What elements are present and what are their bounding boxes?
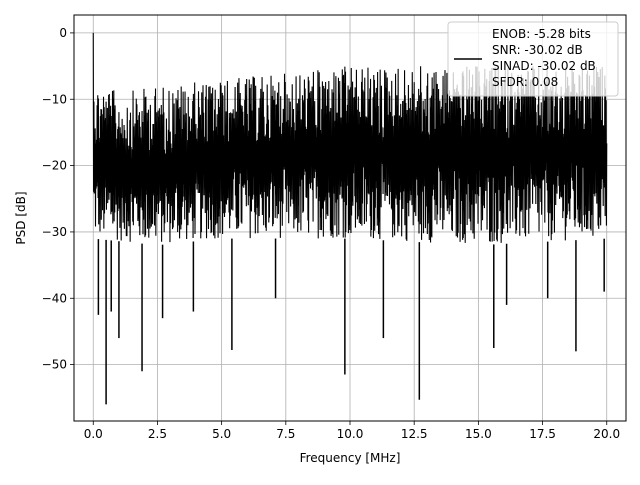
y-tick-label: −30 [42, 225, 67, 239]
legend-box [447, 21, 619, 97]
legend: ENOB: -5.28 bits SNR: -30.02 dB SINAD: -… [447, 21, 619, 97]
y-tick-label: −10 [42, 92, 67, 106]
legend-line-enob: ENOB: -5.28 bits [492, 27, 591, 41]
x-tick-label: 20.0 [593, 427, 620, 441]
x-tick-label: 15.0 [465, 427, 492, 441]
y-tick-label: −20 [42, 159, 67, 173]
y-tick-label: −40 [42, 291, 67, 305]
y-axis-label: PSD [dB] [14, 191, 28, 244]
psd-trace [92, 32, 608, 243]
x-tick-label: 0.0 [84, 427, 103, 441]
x-axis-label: Frequency [MHz] [300, 451, 401, 465]
legend-line-snr: SNR: -30.02 dB [492, 43, 583, 57]
x-tick-label: 10.0 [337, 427, 364, 441]
legend-line-sinad: SINAD: -30.02 dB [492, 59, 596, 73]
x-tick-label: 17.5 [529, 427, 556, 441]
x-tick-label: 12.5 [401, 427, 428, 441]
x-tick-label: 2.5 [148, 427, 167, 441]
x-tick-label: 5.0 [212, 427, 231, 441]
y-tick-label: −50 [42, 358, 67, 372]
tick-layer: 0.0 2.5 5.0 7.5 10.0 12.5 15.0 17.5 20.0 0 −10 −20 −… [42, 26, 620, 441]
y-tick-label: 0 [59, 26, 67, 40]
trace-layer [92, 32, 608, 405]
legend-line-sfdr: SFDR: 0.08 [492, 75, 558, 89]
x-tick-label: 7.5 [276, 427, 295, 441]
